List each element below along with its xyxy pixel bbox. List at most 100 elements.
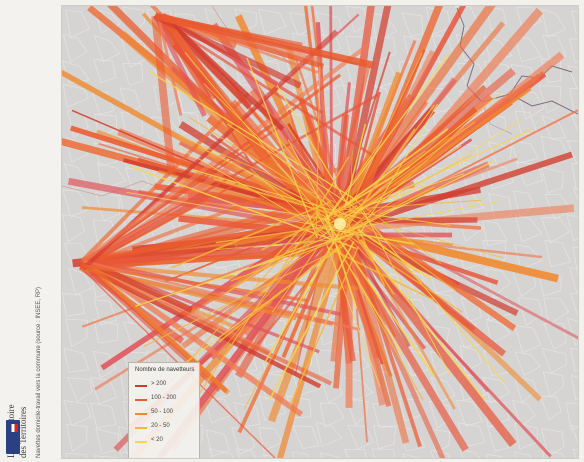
commune-outline xyxy=(320,452,341,458)
commune-outline xyxy=(485,6,507,31)
legend-item: > 200 xyxy=(135,381,195,391)
commune-outline xyxy=(93,34,121,62)
minor-flow-line xyxy=(351,228,395,296)
commune-outline xyxy=(514,351,541,376)
map-canvas[interactable]: Nombre de navetteurs > 200 100 - 200 50 … xyxy=(62,6,578,458)
commune-outline xyxy=(234,348,258,373)
republique-francaise-logo xyxy=(6,420,20,454)
legend-label: 100 - 200 xyxy=(151,395,177,401)
minor-flow-line xyxy=(331,140,383,211)
minor-flow-line xyxy=(344,123,367,209)
flow-line xyxy=(345,49,426,221)
minor-flow-line xyxy=(356,200,442,265)
commune-outline xyxy=(205,429,231,457)
minor-flow-line xyxy=(347,201,499,230)
commune-outline xyxy=(93,319,119,344)
minor-flow-line xyxy=(316,208,424,401)
commune-outline xyxy=(373,425,396,450)
minor-flow-lines xyxy=(126,52,533,409)
commune-outline xyxy=(567,65,578,89)
commune-outline xyxy=(483,36,513,62)
minor-flow-line xyxy=(268,240,355,401)
minor-flow-line xyxy=(359,238,485,400)
flow-map[interactable] xyxy=(62,6,578,458)
commune-outline xyxy=(515,161,544,187)
flow-line xyxy=(341,109,578,232)
commune-outline xyxy=(517,91,545,120)
minor-flow-line xyxy=(148,70,358,202)
commune-outline xyxy=(257,8,287,35)
minor-flow-line xyxy=(321,154,472,235)
commune-outline xyxy=(371,448,395,458)
flow-line xyxy=(83,93,380,261)
commune-outline xyxy=(570,347,578,372)
commune-outline xyxy=(514,214,543,243)
commune-outline xyxy=(63,33,88,63)
commune-outline xyxy=(68,267,93,296)
flow-line xyxy=(151,15,176,176)
flow-line xyxy=(83,193,208,267)
flow-line xyxy=(157,14,263,143)
flow-line xyxy=(156,15,183,116)
commune-outline xyxy=(510,140,539,164)
minor-flow-line xyxy=(350,52,423,207)
commune-outline xyxy=(571,10,578,34)
commune-outline xyxy=(319,402,345,428)
commune-outline xyxy=(540,217,570,244)
commune-outline xyxy=(66,424,88,452)
minor-flow-line xyxy=(346,213,504,259)
minor-flow-line xyxy=(347,160,494,233)
minor-flow-line xyxy=(361,159,428,209)
commune-outline xyxy=(258,395,287,421)
commune-outline xyxy=(291,451,309,458)
minor-flow-line xyxy=(287,139,331,221)
minor-flow-line xyxy=(357,228,433,281)
minor-flow-line xyxy=(227,123,359,211)
minor-flow-line xyxy=(316,212,403,356)
legend-swatch xyxy=(135,385,147,387)
commune-outline xyxy=(458,161,485,191)
map-legend: Nombre de navetteurs > 200 100 - 200 50 … xyxy=(128,362,200,458)
minor-flow-line xyxy=(271,248,318,313)
commune-outline xyxy=(541,428,565,457)
commune-outline xyxy=(514,451,532,458)
minor-flow-line xyxy=(355,205,506,384)
commune-outline xyxy=(571,163,578,190)
commune-outline xyxy=(483,113,507,139)
commune-outline xyxy=(345,397,369,426)
commune-outline xyxy=(92,350,117,379)
hub-commune-marker[interactable] xyxy=(334,218,346,230)
flow-line xyxy=(83,264,308,303)
commune-outline xyxy=(97,162,127,191)
map-credits: L'Observatoire des Territoires Navettes … xyxy=(6,0,60,458)
commune-outline xyxy=(315,421,343,447)
flow-line xyxy=(153,14,207,117)
commune-outline xyxy=(459,449,481,458)
legend-swatch xyxy=(135,427,147,429)
minor-flow-line xyxy=(256,237,334,287)
minor-flow-line xyxy=(188,116,363,227)
minor-flow-line xyxy=(214,238,349,251)
flow-line xyxy=(100,214,332,371)
commune-outline xyxy=(569,38,578,63)
minor-flow-line xyxy=(270,128,360,239)
minor-flow-line xyxy=(143,248,339,348)
minor-flow-line xyxy=(325,54,450,221)
minor-flow-line xyxy=(230,229,364,282)
minor-flow-line xyxy=(215,225,333,244)
minor-flow-line xyxy=(325,241,381,388)
commune-outline xyxy=(94,8,121,34)
minor-flow-line xyxy=(290,142,351,222)
commune-outline xyxy=(455,399,483,427)
legend-label: < 20 xyxy=(151,437,163,443)
commune-outline xyxy=(123,321,151,351)
commune-outline xyxy=(543,297,570,326)
commune-outline xyxy=(538,85,562,114)
side-panel xyxy=(0,0,62,462)
minor-flow-line xyxy=(334,119,521,239)
commune-outline xyxy=(62,83,89,108)
commune-outline xyxy=(514,110,538,135)
flow-line xyxy=(276,212,352,458)
minor-flow-line xyxy=(126,191,362,234)
commune-outline xyxy=(542,371,564,398)
